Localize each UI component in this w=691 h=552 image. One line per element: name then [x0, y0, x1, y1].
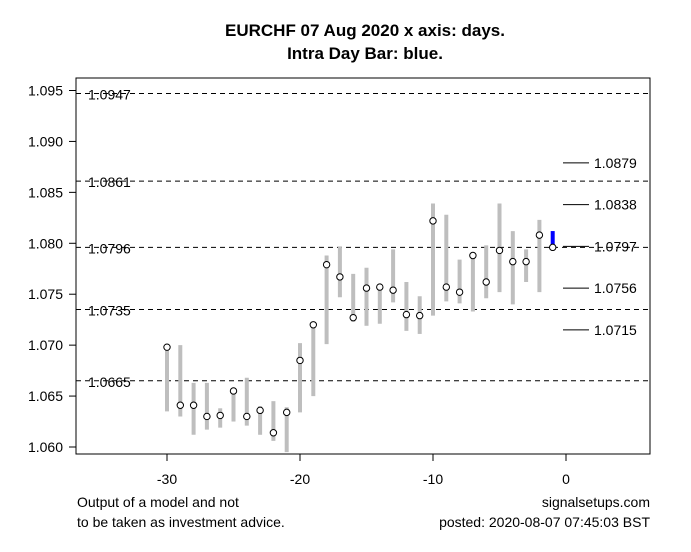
- level-label: 1.0735: [88, 302, 131, 318]
- y-tick-label: 1.085: [28, 184, 63, 200]
- close-marker: [296, 356, 304, 365]
- close-marker: [455, 288, 464, 296]
- x-tick-label: -10: [423, 471, 443, 487]
- close-marker: [256, 406, 264, 415]
- y-tick-label: 1.080: [28, 235, 63, 251]
- axes: 1.060 1.065 1.070 1.075 1.080 1.085 1.090 1.095…: [28, 83, 570, 488]
- x-tick-label: -20: [290, 471, 310, 487]
- close-marker: [203, 412, 211, 421]
- close-marker: [229, 387, 238, 395]
- site-name: signalsetups.com: [542, 494, 650, 510]
- y-tick-label: 1.060: [28, 439, 63, 455]
- close-marker: [495, 246, 504, 255]
- projection-levels: 1.0879 1.0838 1.0797 1.0756 1.0715: [563, 155, 637, 338]
- price-bars: [163, 203, 557, 453]
- close-marker: [283, 408, 291, 417]
- close-marker: [216, 411, 224, 420]
- level-label: 1.0947: [88, 87, 131, 103]
- intraday-close-marker: [549, 243, 557, 252]
- close-marker: [243, 412, 251, 421]
- close-marker: [535, 231, 544, 239]
- close-marker: [336, 273, 344, 281]
- close-marker: [482, 278, 490, 286]
- disclaimer-line-2: to be taken as investment advice.: [77, 514, 285, 530]
- close-marker: [362, 284, 371, 292]
- close-marker: [189, 401, 198, 409]
- y-tick-label: 1.075: [28, 286, 63, 302]
- projection-label: 1.0797: [594, 238, 637, 254]
- close-marker: [389, 286, 397, 294]
- y-tick-label: 1.090: [28, 133, 63, 149]
- close-marker: [429, 217, 437, 225]
- projection-label: 1.0879: [594, 155, 637, 171]
- close-marker: [509, 257, 517, 266]
- projection-label: 1.0838: [594, 197, 637, 213]
- close-marker: [176, 401, 185, 409]
- close-marker: [416, 311, 424, 320]
- x-tick-label: 0: [562, 471, 570, 487]
- y-tick-label: 1.095: [28, 83, 63, 99]
- close-marker: [309, 321, 317, 329]
- y-tick-label: 1.065: [28, 388, 63, 404]
- chart-title: EURCHF 07 Aug 2020 x axis: days.: [225, 21, 505, 40]
- level-label: 1.0665: [88, 374, 131, 390]
- close-marker: [376, 283, 384, 291]
- close-marker: [522, 257, 530, 266]
- level-label: 1.0796: [88, 240, 131, 256]
- projection-label: 1.0756: [594, 280, 637, 296]
- close-marker: [163, 343, 171, 351]
- close-marker: [442, 283, 450, 291]
- horizontal-levels: 1.0947 1.0861 1.0796 1.0735 1.0665: [76, 87, 650, 390]
- close-marker: [269, 429, 278, 437]
- close-marker: [469, 251, 477, 260]
- close-marker: [349, 313, 357, 322]
- plot-frame: [75, 77, 651, 455]
- projection-label: 1.0715: [594, 322, 637, 338]
- disclaimer-line-1: Output of a model and not: [77, 494, 239, 510]
- close-marker: [322, 260, 331, 269]
- y-tick-label: 1.070: [28, 337, 63, 353]
- x-tick-label: -30: [157, 471, 177, 487]
- close-marker: [402, 310, 411, 319]
- posted-timestamp: posted: 2020-08-07 07:45:03 BST: [439, 514, 650, 530]
- chart-subtitle: Intra Day Bar: blue.: [287, 44, 443, 63]
- level-label: 1.0861: [88, 174, 131, 190]
